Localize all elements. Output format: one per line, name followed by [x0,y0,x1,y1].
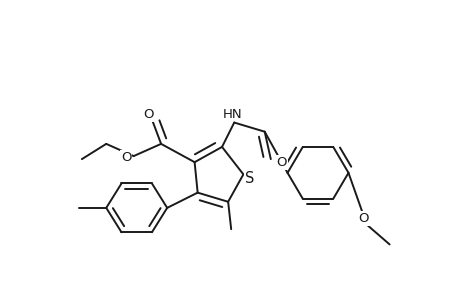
Text: O: O [358,212,368,225]
Text: O: O [275,156,286,169]
Text: HN: HN [223,107,242,121]
Text: O: O [143,108,154,122]
Text: S: S [244,171,253,186]
Text: O: O [121,151,131,164]
